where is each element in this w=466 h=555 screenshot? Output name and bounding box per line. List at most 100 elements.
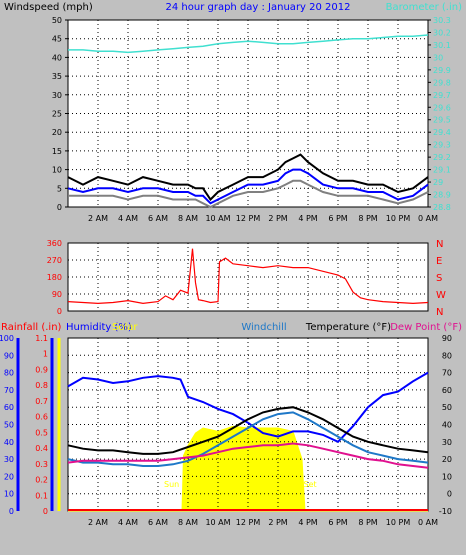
wind-tick-label: 40 — [52, 53, 62, 62]
wind-tick-label: 5 — [57, 184, 62, 193]
wind-x-label: 2 AM — [88, 214, 108, 223]
temp-tick-label: 70 — [442, 369, 452, 378]
temp-x-label: 10 PM — [386, 518, 411, 527]
direction-tick-label: 90 — [52, 290, 62, 299]
temp-tick-label: 40 — [442, 421, 452, 430]
rain-tick-label: 0 — [43, 507, 48, 516]
wind-tick-label: 10 — [52, 166, 62, 175]
humidity-tick-label: 80 — [4, 369, 14, 378]
temp-tick-label: 20 — [442, 455, 452, 464]
direction-tick-label: 270 — [47, 256, 62, 265]
rain-tick-label: 0.1 — [35, 491, 48, 500]
baro-tick-label: 28.9 — [433, 191, 451, 200]
direction-tick-label: 360 — [47, 239, 62, 248]
temp-tick-label: 60 — [442, 386, 452, 395]
sunrise-label: Sun Rise — [164, 480, 199, 489]
temp-x-label: 4 PM — [298, 518, 317, 527]
barometer-line — [68, 34, 429, 54]
baro-tick-label: 29.8 — [433, 78, 451, 87]
temp-tick-label: 0 — [447, 490, 452, 499]
wind-x-label: 10 PM — [386, 214, 411, 223]
wind-tick-label: 0 — [57, 203, 62, 212]
rain-tick-label: 1.1 — [35, 334, 48, 343]
baro-tick-label: 30.2 — [433, 28, 451, 37]
baro-tick-label: 29.4 — [433, 128, 451, 137]
humidity-tick-label: 20 — [4, 472, 14, 481]
wind-x-label: 12 PM — [236, 214, 261, 223]
wind-tick-label: 30 — [52, 91, 62, 100]
series-humidity- — [67, 371, 429, 444]
wind-tick-label: 35 — [52, 72, 62, 81]
rainfall-label: Rainfall (.in) — [1, 322, 62, 333]
compass-label: N — [436, 239, 443, 250]
sunset-label: Set — [304, 480, 317, 489]
windchill-label: Windchill — [241, 322, 286, 333]
temp-tick-label: 90 — [442, 334, 452, 343]
baro-tick-label: 30.3 — [433, 16, 451, 25]
direction-line — [67, 248, 429, 305]
wind-tick-label: 45 — [52, 35, 62, 44]
rain-tick-label: 0.7 — [35, 397, 48, 406]
humidity-tick-label: 70 — [4, 386, 14, 395]
baro-tick-label: 30.1 — [433, 41, 451, 50]
rain-tick-label: 1 — [43, 350, 48, 359]
temp-tick-label: -10 — [439, 507, 452, 516]
humidity-tick-label: 30 — [4, 455, 14, 464]
wind-series-2 — [68, 179, 429, 209]
baro-tick-label: 28.8 — [433, 203, 451, 212]
barometer-title: Barometer (.in) — [386, 2, 462, 13]
rain-tick-label: 0.3 — [35, 460, 48, 469]
direction-tick-label: 180 — [47, 273, 62, 282]
temp-x-label: 10 AM — [205, 518, 230, 527]
wind-tick-label: 50 — [52, 16, 62, 25]
rain-tick-label: 0.5 — [35, 428, 48, 437]
temperature-label: Temperature (°F) — [305, 322, 391, 333]
rain-tick-label: 0.9 — [35, 365, 48, 374]
baro-tick-label: 29.2 — [433, 153, 451, 162]
humidity-tick-label: 40 — [4, 438, 14, 447]
wind-x-label: 10 AM — [205, 214, 230, 223]
compass-label: N — [436, 307, 443, 318]
temp-x-label: 6 PM — [328, 518, 347, 527]
rain-tick-label: 0.4 — [35, 444, 48, 453]
wind-x-label: 0 AM — [418, 214, 438, 223]
humidity-tick-label: 90 — [4, 351, 14, 360]
wind-tick-label: 15 — [52, 147, 62, 156]
solar-label: Solar — [112, 322, 138, 333]
temp-x-label: 8 PM — [358, 518, 377, 527]
wind-series-0 — [67, 153, 429, 202]
baro-tick-label: 29.7 — [433, 91, 451, 100]
wind-tick-label: 25 — [52, 110, 62, 119]
rain-tick-label: 0.6 — [35, 413, 48, 422]
baro-tick-label: 29.5 — [433, 116, 451, 125]
baro-tick-label: 29.9 — [433, 66, 451, 75]
baro-tick-label: 30 — [433, 53, 443, 62]
baro-tick-label: 29 — [433, 178, 443, 187]
wind-series-1 — [67, 168, 429, 205]
temp-tick-label: 50 — [442, 403, 452, 412]
baro-tick-label: 29.1 — [433, 166, 451, 175]
wind-x-label: 6 AM — [148, 214, 168, 223]
temp-x-label: 4 AM — [118, 518, 138, 527]
baro-tick-label: 29.3 — [433, 141, 451, 150]
temp-tick-label: 30 — [442, 438, 452, 447]
wind-tick-label: 20 — [52, 128, 62, 137]
direction-tick-label: 0 — [57, 307, 62, 316]
wind-x-label: 8 AM — [178, 214, 198, 223]
solar-area — [68, 425, 428, 512]
temp-x-label: 8 AM — [178, 518, 198, 527]
temp-x-label: 2 PM — [268, 518, 287, 527]
wind-x-label: 2 PM — [268, 214, 287, 223]
humidity-tick-label: 60 — [4, 403, 14, 412]
rain-tick-label: 0.8 — [35, 381, 48, 390]
wind-x-label: 8 PM — [358, 214, 377, 223]
rain-tick-label: 0.2 — [35, 476, 48, 485]
series-dew-point-f- — [67, 442, 429, 469]
humidity-tick-label: 50 — [4, 421, 14, 430]
temp-x-label: 0 AM — [418, 518, 438, 527]
series-temperature-f- — [67, 406, 429, 455]
windspeed-title: Windspeed (mph) — [4, 2, 93, 13]
humidity-tick-label: 10 — [4, 490, 14, 499]
